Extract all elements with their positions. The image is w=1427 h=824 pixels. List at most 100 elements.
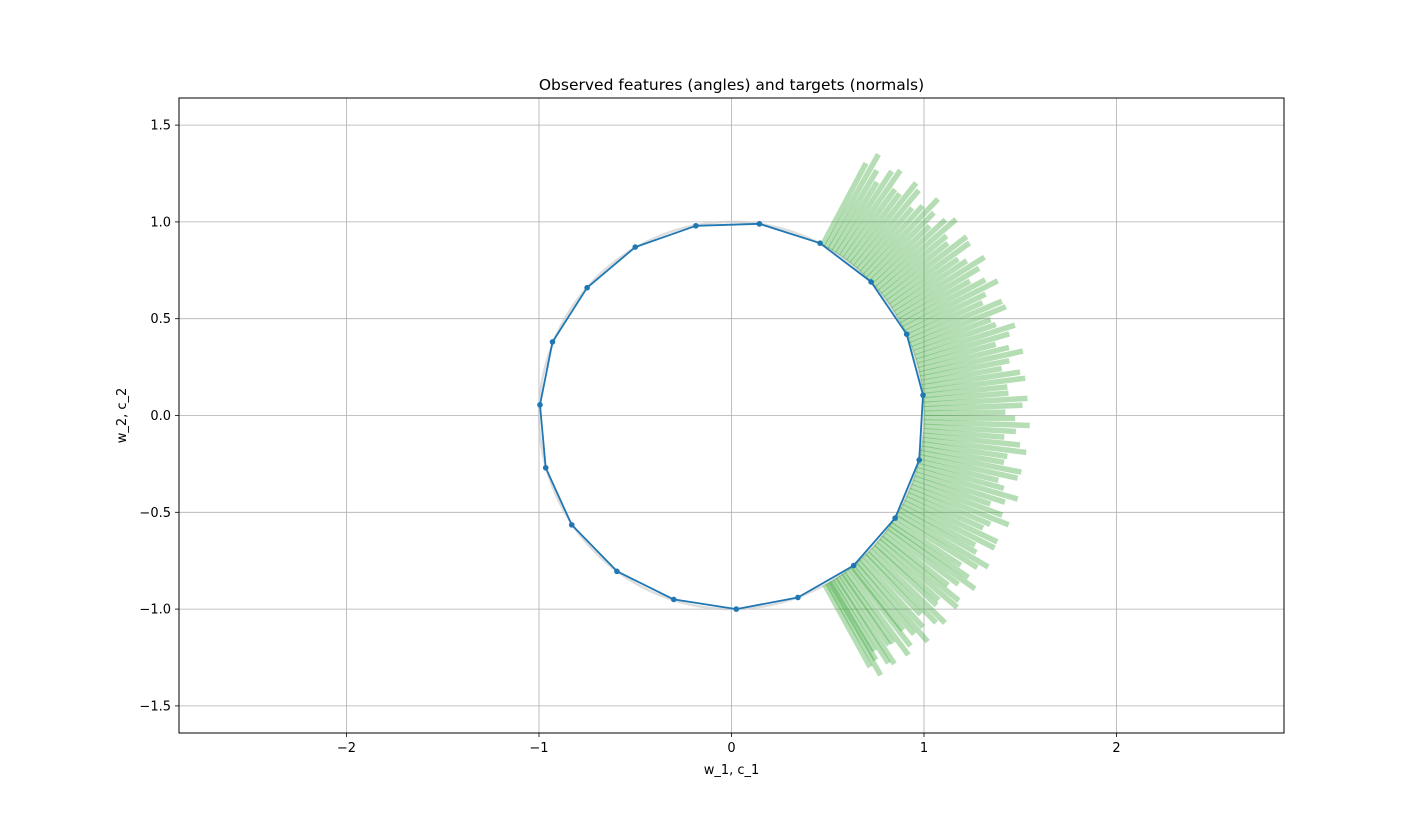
x-tick-label: 2	[1112, 741, 1120, 756]
normal-line	[922, 375, 1026, 394]
normal-line	[881, 532, 950, 588]
polygon-point	[584, 284, 590, 291]
normal-line	[868, 548, 947, 625]
polygon-point	[537, 402, 543, 408]
y-tick-label: −1.0	[139, 603, 171, 618]
normal-line	[893, 254, 986, 316]
normal-line	[916, 462, 1005, 492]
normal-line	[923, 423, 1017, 435]
normal-line	[886, 240, 972, 305]
normal-line	[923, 419, 1030, 429]
normal-line	[871, 544, 939, 608]
normal-line	[909, 304, 1007, 348]
normal-line	[919, 358, 1010, 381]
normal-line	[912, 475, 992, 507]
normal-line	[820, 161, 869, 247]
normal-line	[918, 348, 1024, 377]
normal-line	[920, 365, 1003, 386]
normal-line	[862, 197, 940, 278]
normal-line	[923, 390, 1009, 403]
normal-line	[900, 503, 977, 548]
normal-line	[887, 525, 977, 592]
normal-line	[849, 564, 906, 632]
normal-line	[880, 240, 950, 298]
normal-line	[911, 317, 992, 352]
x-tick-label: −2	[337, 741, 356, 756]
normal-line	[921, 369, 1021, 390]
x-tick-label: 0	[727, 741, 735, 756]
x-tick-label: −1	[529, 741, 548, 756]
polygon-point	[868, 279, 874, 285]
polygon-point	[850, 562, 857, 569]
y-tick-label: 1.5	[150, 119, 171, 134]
normal-line	[877, 233, 949, 294]
normal-line	[872, 217, 948, 288]
normal-line	[835, 575, 897, 666]
polygon-point	[549, 339, 556, 345]
normal-line	[827, 580, 879, 662]
polygon-point	[795, 594, 801, 601]
y-tick-label: 0.5	[150, 312, 171, 327]
polygon-point	[614, 568, 620, 575]
normal-line	[915, 331, 1011, 364]
normal-line	[862, 553, 923, 617]
normal-line	[906, 300, 984, 339]
normal-line	[853, 562, 917, 637]
normal-line	[908, 487, 992, 527]
normal-line	[855, 559, 930, 644]
normal-line	[922, 436, 1027, 456]
normal-line	[859, 203, 925, 275]
normal-line	[838, 573, 892, 647]
normal-line	[904, 291, 987, 335]
polygon-point	[670, 596, 677, 603]
normal-line	[838, 168, 903, 258]
normal-line	[869, 223, 932, 284]
normal-line	[849, 181, 919, 266]
normal-line	[896, 511, 990, 570]
polygon-line	[539, 222, 924, 610]
normal-line	[891, 258, 969, 312]
normal-line	[865, 550, 939, 625]
normal-line	[825, 581, 884, 677]
normal-line	[920, 445, 1005, 466]
polygon-point	[542, 464, 549, 471]
normal-line	[917, 344, 1010, 373]
normal-line	[915, 466, 1019, 502]
normal-line	[823, 152, 881, 249]
normal-line	[904, 495, 999, 545]
normal-line	[923, 414, 1016, 422]
normal-line	[822, 583, 873, 669]
polygon-point	[733, 606, 740, 612]
normal-line	[859, 556, 926, 629]
normal-line	[900, 277, 987, 328]
normal-line	[914, 322, 1016, 360]
normal-line	[922, 432, 1021, 448]
polygon-point	[892, 515, 898, 521]
normal-line	[916, 341, 997, 369]
normal-line	[906, 491, 985, 531]
normal-line	[911, 479, 1004, 518]
normal-line	[845, 192, 902, 264]
y-tick-label: 0.0	[150, 409, 171, 424]
normal-line	[841, 571, 896, 645]
polygon-point	[817, 240, 823, 246]
normal-line	[898, 278, 972, 324]
x-tick-label: 1	[920, 741, 928, 756]
polygon-point	[916, 457, 922, 463]
normal-line	[842, 187, 898, 261]
polygon-series	[537, 221, 926, 612]
normals-series	[820, 152, 1030, 677]
normal-line	[874, 217, 958, 291]
normal-line	[844, 569, 911, 657]
normal-line	[829, 579, 877, 653]
polygon-point	[632, 244, 639, 250]
normal-line	[832, 577, 891, 665]
normal-line	[888, 256, 960, 309]
y-tick-label: 1.0	[150, 215, 171, 230]
normal-line	[919, 449, 1022, 475]
normal-line	[923, 402, 1023, 412]
x-axis-label: w_1, c_1	[704, 763, 760, 778]
normal-line	[873, 541, 941, 602]
